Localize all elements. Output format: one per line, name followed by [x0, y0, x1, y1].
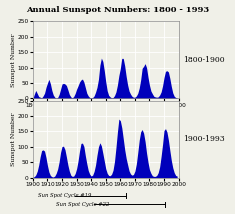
Text: Annual Sunspot Numbers: 1800 - 1993: Annual Sunspot Numbers: 1800 - 1993 [26, 6, 209, 14]
Text: Sun Spot Cycle #19: Sun Spot Cycle #19 [38, 193, 91, 198]
Text: 1800-1900: 1800-1900 [183, 56, 225, 64]
Text: Sun Spot Cycle #22: Sun Spot Cycle #22 [56, 202, 110, 207]
Text: 1900-1993: 1900-1993 [183, 135, 225, 143]
Y-axis label: Sunspot Number: Sunspot Number [11, 33, 16, 87]
Y-axis label: Sunspot Number: Sunspot Number [11, 112, 16, 166]
